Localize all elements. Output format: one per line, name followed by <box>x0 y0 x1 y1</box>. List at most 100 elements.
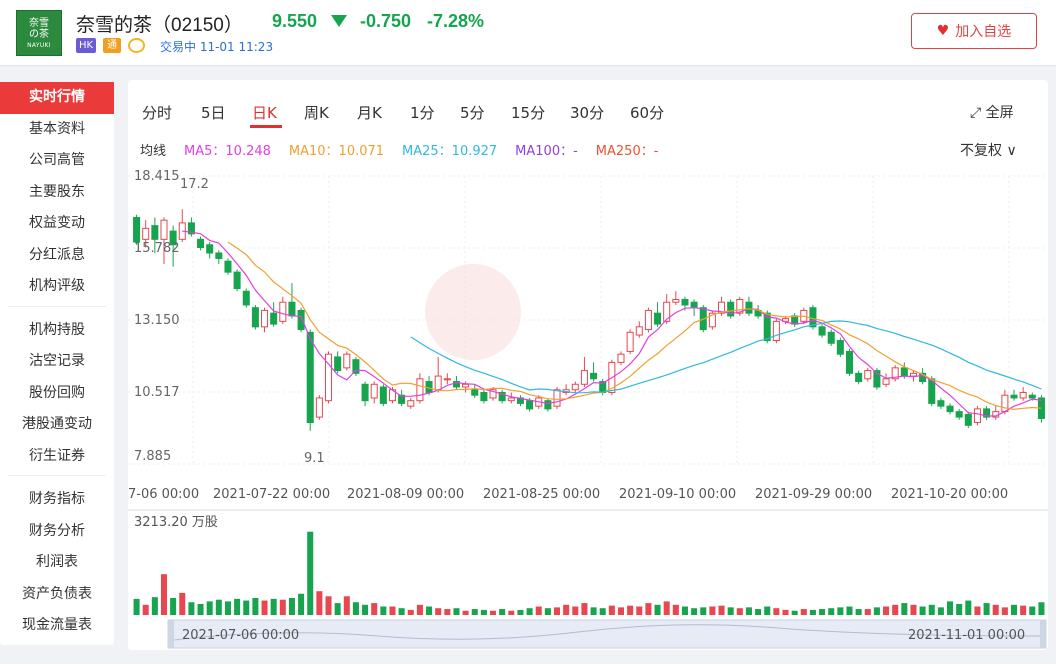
high-annotation: 17.2 <box>180 177 209 192</box>
volume-bar <box>316 591 323 615</box>
candle-body <box>489 389 497 399</box>
down-arrow-icon <box>331 15 347 27</box>
candle-body <box>855 372 863 383</box>
add-to-watchlist-label: 加入自选 <box>955 24 1012 40</box>
candle-body <box>324 353 333 402</box>
candle-body <box>763 312 771 342</box>
volume-bar <box>462 610 469 615</box>
tab-5[interactable]: 1分 <box>410 104 435 122</box>
expand-icon: ⤢ <box>970 105 982 121</box>
tab-2[interactable]: 日K <box>252 104 277 122</box>
volume-bar <box>307 531 314 615</box>
volume-bar <box>873 607 880 615</box>
tab-7[interactable]: 15分 <box>511 104 546 122</box>
ma-item-3: MA100：- <box>515 144 578 159</box>
volume-bar <box>517 609 524 615</box>
sidebar-item-2[interactable]: 公司高管 <box>29 152 85 168</box>
price-change-percent: -7.28% <box>427 11 485 31</box>
volume-bar <box>480 609 487 615</box>
ma-item-0: MA5：10.248 <box>184 144 271 159</box>
y-axis-label: 18.415 <box>134 169 180 184</box>
candle-body <box>718 301 726 314</box>
x-axis-label: 2021-08-09 00:00 <box>347 487 464 502</box>
range-handle-left <box>168 620 174 648</box>
volume-bar <box>426 606 433 615</box>
tab-0[interactable]: 分时 <box>142 104 173 122</box>
ma-item-2: MA25：10.927 <box>402 144 498 159</box>
volume-bar <box>590 607 597 615</box>
sidebar-item-1[interactable]: 基本资料 <box>29 120 85 137</box>
candle-body <box>772 320 780 342</box>
volume-bar <box>563 604 570 615</box>
volume-bar <box>1010 604 1018 615</box>
sidebar-item-13[interactable]: 财务分析 <box>29 522 85 539</box>
candle-body <box>434 375 442 391</box>
volume-bar <box>864 609 871 615</box>
tab-3[interactable]: 周K <box>304 104 329 122</box>
y-axis-label: 15.782 <box>134 241 180 256</box>
fullscreen-label: 全屏 <box>985 105 1014 121</box>
candle-body <box>836 340 844 355</box>
sidebar-item-16[interactable]: 现金流量表 <box>22 617 92 633</box>
sidebar-item-3[interactable]: 主要股东 <box>29 183 85 200</box>
candle-body <box>891 367 899 380</box>
volume-bar <box>407 609 414 615</box>
stock-header: 奈雪 の茶 NAYUKI 奈雪的茶（02150） 9.550 -0.750 -7… <box>0 0 1056 66</box>
volume-bar <box>270 598 277 615</box>
candle-body <box>964 413 972 426</box>
watermark-logo-icon <box>425 264 521 360</box>
candle-body <box>197 238 205 249</box>
volume-bar <box>544 608 551 615</box>
sidebar-item-14[interactable]: 利润表 <box>36 554 78 570</box>
sidebar-item-10[interactable]: 港股通变动 <box>22 416 92 432</box>
tab-4[interactable]: 月K <box>357 104 382 122</box>
volume-bar <box>837 607 844 615</box>
candle-body <box>279 301 287 322</box>
x-axis-label: 2021-10-20 00:00 <box>891 487 1008 502</box>
logo-line2: の茶 <box>29 28 49 40</box>
volume-bar <box>170 598 177 615</box>
tab-1[interactable]: 5日 <box>201 104 226 122</box>
sidebar-item-6[interactable]: 机构评级 <box>29 278 85 294</box>
y-axis-label: 7.885 <box>134 449 171 464</box>
volume-bar <box>791 610 798 615</box>
volume-bar <box>298 593 305 615</box>
sidebar-item-8[interactable]: 沽空记录 <box>29 353 85 369</box>
sidebar-item-15[interactable]: 资产负债表 <box>22 585 92 602</box>
candle-body <box>443 378 451 381</box>
sidebar-item-9[interactable]: 股份回购 <box>29 384 85 401</box>
kline-chart[interactable]: 18.415 15.782 13.150 10.517 7.885 17.2 9.1 7-06… <box>128 80 1048 650</box>
sidebar-item-11[interactable]: 衍生证券 <box>29 447 85 464</box>
candle-body <box>736 298 744 314</box>
volume-bar <box>234 598 241 615</box>
add-to-watchlist-button[interactable]: ♥ 加入自选 <box>911 13 1037 49</box>
tab-6[interactable]: 5分 <box>460 104 485 122</box>
fullscreen-button[interactable]: ⤢ 全屏 <box>970 102 1014 122</box>
volume-bar <box>325 596 332 615</box>
volume-bar <box>197 603 204 615</box>
tab-9[interactable]: 60分 <box>630 104 665 122</box>
volume-bar <box>627 605 634 615</box>
candle-body <box>681 298 689 306</box>
ma-legend: 均线 MA5：10.248 MA10：10.071 MA25：10.927 MA100：… <box>140 140 676 159</box>
tab-8[interactable]: 30分 <box>570 104 605 122</box>
sidebar-item-7[interactable]: 机构持股 <box>29 321 85 338</box>
sidebar-item-12[interactable]: 财务指标 <box>29 491 85 507</box>
volume-bar <box>681 606 688 615</box>
sidebar-item-0[interactable]: 实时行情 <box>0 82 114 114</box>
sidebar-item-5[interactable]: 分红派息 <box>29 246 85 263</box>
adjust-dropdown[interactable]: 不复权 ∨ <box>960 140 1017 160</box>
candle-body <box>526 400 534 410</box>
sidebar-item-4[interactable]: 权益变动 <box>29 215 85 231</box>
volume-bar <box>983 603 990 615</box>
candle-body <box>370 383 378 399</box>
candle-body <box>937 400 945 407</box>
candle-body <box>590 372 598 380</box>
y-axis-label: 13.150 <box>134 313 180 328</box>
candle-body <box>635 326 643 336</box>
volume-bar <box>709 606 716 615</box>
volume-bar <box>243 600 250 615</box>
adjust-label: 不复权 <box>960 143 1002 159</box>
volume-bar <box>471 609 478 615</box>
volume-bar <box>553 607 561 615</box>
